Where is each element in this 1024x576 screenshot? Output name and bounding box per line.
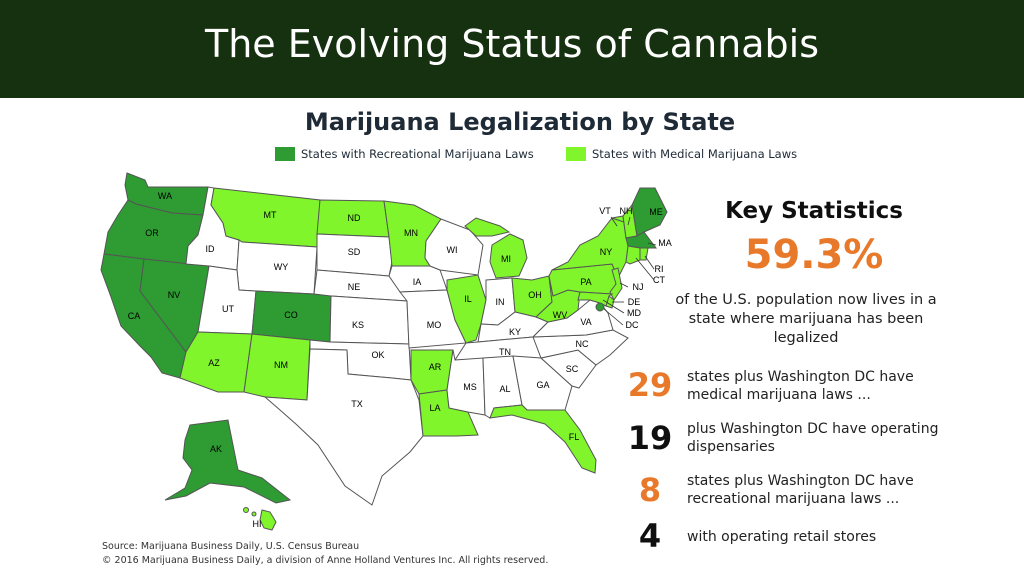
label-SC: SC	[566, 364, 579, 374]
label-TX: TX	[351, 399, 363, 409]
stat-text-1: states plus Washington DC have medical m…	[687, 369, 914, 403]
legend-label-medical: States with Medical Marijuana Laws	[592, 147, 798, 161]
state-IL[interactable]	[446, 274, 487, 344]
label-ND: ND	[348, 213, 361, 223]
state-DC[interactable]	[595, 302, 605, 312]
legend-medical: States with Medical Marijuana Laws	[566, 146, 797, 162]
label-SD: SD	[348, 247, 361, 257]
label-KS: KS	[352, 320, 364, 330]
label-NE: NE	[348, 282, 361, 292]
legend-recreational: States with Recreational Marijuana Laws	[275, 146, 534, 162]
label-VT: VT	[599, 206, 611, 216]
leader-lines	[602, 216, 657, 326]
label-NV: NV	[168, 290, 181, 300]
title-bar	[0, 0, 1024, 98]
label-OH: OH	[528, 290, 542, 300]
stat-text-4: with operating retail stores	[687, 529, 877, 545]
label-AR: AR	[429, 362, 442, 372]
source-note: Source: Marijuana Business Daily, U.S. C…	[102, 540, 548, 568]
source-line-2: © 2016 Marijuana Business Daily, a divis…	[102, 555, 549, 566]
state-CT[interactable]	[625, 245, 641, 265]
label-PA: PA	[580, 277, 591, 287]
stat-number-2: 19	[627, 419, 673, 457]
label-AZ: AZ	[208, 358, 220, 368]
label-OK: OK	[371, 350, 384, 360]
state-HI-island-1[interactable]	[243, 507, 249, 513]
label-AK: AK	[210, 444, 222, 454]
label-NC: NC	[576, 339, 589, 349]
label-CA: CA	[128, 311, 141, 321]
label-CT: CT	[653, 275, 665, 285]
label-HI: HI	[253, 519, 262, 529]
state-HI[interactable]	[259, 509, 277, 531]
label-MN: MN	[404, 228, 418, 238]
map-title: Marijuana Legalization by State	[304, 108, 736, 136]
state-MI[interactable]	[489, 233, 528, 279]
label-MI: MI	[501, 254, 511, 264]
label-GA: GA	[536, 380, 549, 390]
label-FL: FL	[569, 432, 580, 442]
label-NH: NH	[620, 206, 633, 216]
label-VA: VA	[580, 317, 591, 327]
label-TN: TN	[499, 347, 511, 357]
stat-number-4: 4	[638, 517, 662, 555]
label-AL: AL	[499, 384, 510, 394]
stat-text-2: plus Washington DC have operating dispen…	[687, 421, 939, 455]
label-WA: WA	[158, 191, 172, 201]
label-MA: MA	[658, 238, 672, 248]
label-KY: KY	[509, 327, 521, 337]
state-MI-UP[interactable]	[464, 217, 511, 237]
stat-number-1: 29	[627, 366, 673, 404]
label-MD: MD	[627, 308, 641, 318]
legend-swatch-medical	[566, 147, 586, 161]
label-NY: NY	[600, 247, 613, 257]
label-WY: WY	[274, 262, 289, 272]
source-line-1: Source: Marijuana Business Daily, U.S. C…	[102, 541, 360, 552]
slide-title: The Evolving Status of Cannabis	[204, 22, 819, 66]
label-MS: MS	[463, 382, 477, 392]
label-IN: IN	[496, 297, 505, 307]
label-OR: OR	[145, 228, 159, 238]
label-WI: WI	[447, 245, 458, 255]
label-CO: CO	[284, 310, 298, 320]
legend-label-recreational: States with Recreational Marijuana Laws	[301, 147, 534, 161]
legend-swatch-recreational	[275, 147, 295, 161]
headline-value: 59.3%	[744, 232, 884, 278]
state-FL[interactable]	[489, 404, 597, 474]
stat-number-3: 8	[638, 471, 662, 509]
label-DC: DC	[626, 320, 639, 330]
label-MO: MO	[427, 320, 442, 330]
label-RI: RI	[655, 264, 664, 274]
headline-description: of the U.S. population now lives in a st…	[675, 292, 937, 346]
label-LA: LA	[429, 403, 440, 413]
state-HI-island-2[interactable]	[251, 511, 257, 517]
state-AK[interactable]	[164, 419, 292, 504]
label-MT: MT	[264, 210, 277, 220]
label-DE: DE	[628, 297, 641, 307]
label-ME: ME	[649, 207, 663, 217]
label-ID: ID	[206, 244, 216, 254]
state-TX[interactable]	[263, 348, 424, 506]
label-UT: UT	[222, 304, 234, 314]
label-IL: IL	[464, 294, 472, 304]
label-WV: WV	[553, 310, 568, 320]
label-NJ: NJ	[633, 282, 644, 292]
state-KS[interactable]	[329, 295, 410, 345]
state-AR[interactable]	[410, 349, 454, 395]
label-IA: IA	[413, 277, 422, 287]
stat-text-3: states plus Washington DC have recreatio…	[687, 473, 914, 507]
state-SD[interactable]	[316, 233, 393, 277]
label-NM: NM	[274, 360, 288, 370]
key-statistics-title: Key Statistics	[725, 198, 903, 224]
